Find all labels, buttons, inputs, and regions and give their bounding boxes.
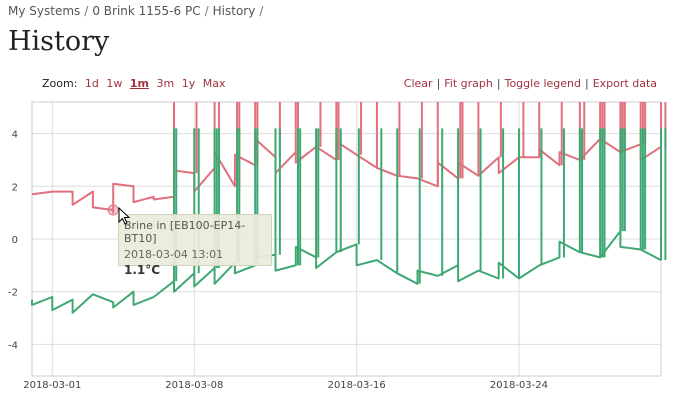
x-tick-label: 2018-03-08: [165, 380, 223, 391]
y-tick-label: -4: [8, 340, 18, 351]
action-separator: |: [436, 77, 441, 90]
zoom-label: Zoom:: [42, 77, 78, 90]
breadcrumb-my-systems[interactable]: My Systems: [8, 4, 81, 18]
zoom-controls: Zoom: 1d 1w 1m 3m 1y Max: [42, 77, 230, 90]
clear-link[interactable]: Clear: [403, 77, 433, 90]
toggle-legend-link[interactable]: Toggle legend: [504, 77, 581, 90]
history-chart[interactable]: 4 2 0 -2 -4 2018-03-01 2018-03-08 2018-03-16 201…: [0, 96, 675, 402]
export-data-link[interactable]: Export data: [592, 77, 657, 90]
zoom-3m[interactable]: 3m: [156, 77, 175, 90]
graph-actions: Clear | Fit graph | Toggle legend | Export dat…: [404, 77, 657, 90]
y-tick-label: 0: [12, 235, 18, 246]
y-tick-label: 2: [12, 182, 18, 193]
x-tick-label: 2018-03-01: [23, 380, 81, 391]
zoom-1d[interactable]: 1d: [84, 77, 99, 90]
series-line-red: [31, 137, 662, 214]
zoom-1m[interactable]: 1m: [129, 77, 150, 90]
breadcrumb: My Systems/0 Brink 1155-6 PC / History /: [8, 4, 267, 18]
mouse-cursor-icon: [118, 207, 131, 225]
tooltip-time: 2018-03-04 13:01: [124, 248, 224, 261]
hover-marker: [107, 204, 119, 216]
page-title: History: [8, 26, 110, 57]
tooltip-value: 1.1°C: [124, 263, 161, 277]
chart-tooltip: Brine in [EB100-EP14-BT10] 2018-03-04 13…: [118, 214, 272, 277]
y-tick-label: -2: [8, 288, 18, 299]
action-separator: |: [496, 77, 501, 90]
breadcrumb-system[interactable]: 0 Brink 1155-6 PC: [92, 4, 201, 18]
breadcrumb-separator: /: [84, 4, 89, 18]
x-tick-label: 2018-03-16: [328, 380, 386, 391]
breadcrumb-separator: /: [204, 4, 209, 18]
zoom-1y[interactable]: 1y: [181, 77, 196, 90]
x-tick-label: 2018-03-24: [490, 380, 548, 391]
breadcrumb-history[interactable]: History: [212, 4, 256, 18]
zoom-max[interactable]: Max: [202, 77, 226, 90]
series-line-green: [31, 230, 662, 314]
breadcrumb-separator: /: [259, 4, 264, 18]
y-tick-label: 4: [12, 130, 18, 141]
zoom-1w[interactable]: 1w: [106, 77, 123, 90]
fit-graph-link[interactable]: Fit graph: [444, 77, 493, 90]
tooltip-series: Brine in [EB100-EP14-BT10]: [124, 219, 246, 245]
action-separator: |: [585, 77, 589, 90]
